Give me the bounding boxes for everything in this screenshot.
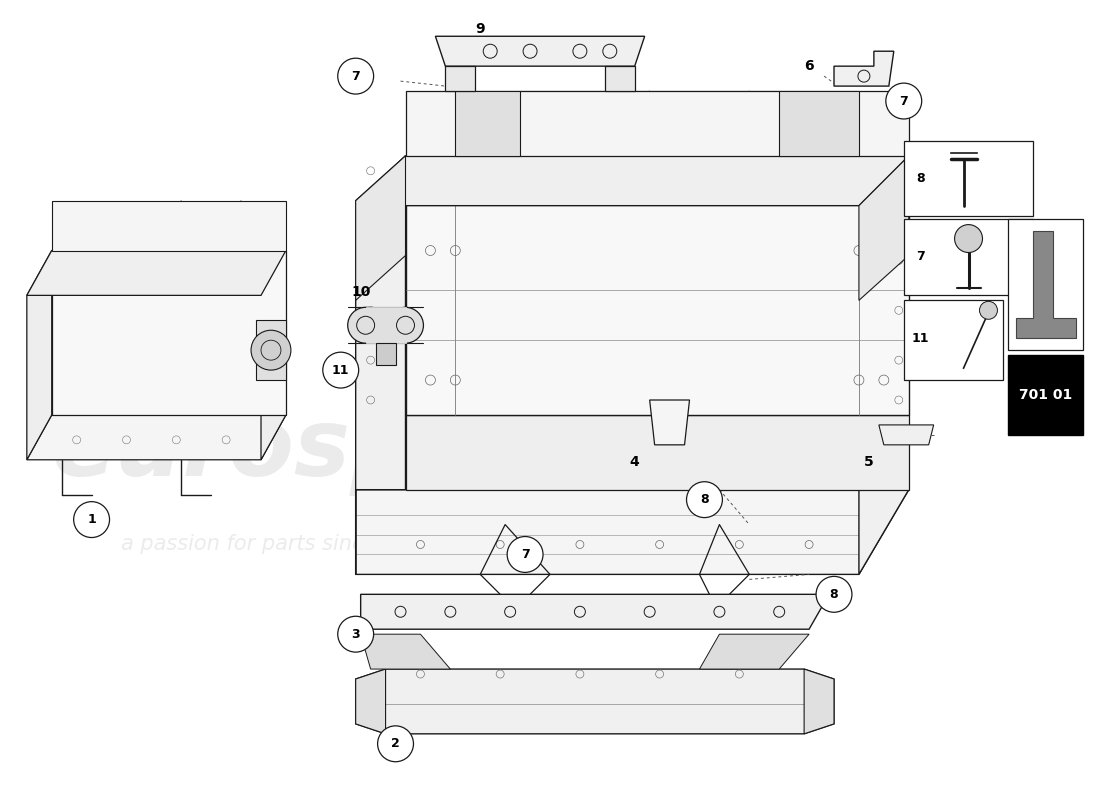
Text: 7: 7	[916, 250, 925, 263]
Polygon shape	[52, 250, 286, 415]
Text: 5: 5	[864, 454, 873, 469]
Polygon shape	[26, 250, 52, 460]
Polygon shape	[406, 156, 909, 415]
Text: 10: 10	[351, 286, 371, 299]
Text: 11: 11	[332, 364, 350, 377]
Polygon shape	[904, 218, 1033, 295]
Circle shape	[816, 576, 851, 612]
Text: 8: 8	[916, 172, 925, 186]
Text: 7: 7	[520, 548, 529, 561]
Text: 6: 6	[804, 59, 814, 73]
Polygon shape	[904, 141, 1033, 216]
Polygon shape	[355, 490, 909, 574]
Polygon shape	[361, 634, 450, 669]
Polygon shape	[26, 250, 286, 295]
Circle shape	[322, 352, 359, 388]
Polygon shape	[446, 66, 475, 91]
Circle shape	[955, 225, 982, 253]
Polygon shape	[355, 156, 406, 300]
Polygon shape	[455, 91, 520, 156]
Polygon shape	[605, 66, 635, 91]
Polygon shape	[1016, 230, 1076, 338]
Polygon shape	[406, 91, 909, 156]
Polygon shape	[256, 320, 286, 380]
Polygon shape	[261, 250, 286, 460]
Circle shape	[507, 537, 543, 572]
Polygon shape	[52, 201, 286, 250]
Polygon shape	[436, 36, 645, 66]
Polygon shape	[406, 415, 909, 490]
Circle shape	[348, 307, 384, 343]
Polygon shape	[26, 415, 286, 460]
Polygon shape	[355, 669, 386, 734]
Text: 11: 11	[912, 332, 930, 345]
Polygon shape	[879, 425, 934, 445]
Text: 7: 7	[351, 70, 360, 82]
Text: 2: 2	[392, 738, 400, 750]
Polygon shape	[355, 156, 406, 574]
Polygon shape	[859, 156, 909, 300]
Circle shape	[686, 482, 723, 518]
Polygon shape	[1009, 218, 1084, 350]
Polygon shape	[859, 156, 909, 574]
Polygon shape	[904, 300, 1003, 380]
Circle shape	[979, 302, 998, 319]
Text: eurospares: eurospares	[52, 404, 649, 496]
Text: 3: 3	[351, 628, 360, 641]
Circle shape	[74, 502, 110, 538]
Polygon shape	[804, 669, 834, 734]
Circle shape	[338, 616, 374, 652]
Polygon shape	[1009, 355, 1084, 435]
Polygon shape	[365, 307, 406, 343]
Text: 701 01: 701 01	[1019, 388, 1072, 402]
Text: 1: 1	[87, 513, 96, 526]
Polygon shape	[361, 594, 829, 630]
Text: a passion for parts since 1985: a passion for parts since 1985	[121, 534, 437, 554]
Polygon shape	[375, 343, 396, 365]
Text: 4: 4	[630, 454, 639, 469]
Circle shape	[387, 307, 424, 343]
Text: 8: 8	[829, 588, 838, 601]
Polygon shape	[779, 91, 859, 156]
Circle shape	[377, 726, 414, 762]
Polygon shape	[355, 156, 909, 206]
Text: 8: 8	[700, 493, 708, 506]
Circle shape	[338, 58, 374, 94]
Polygon shape	[834, 51, 894, 86]
Polygon shape	[355, 669, 834, 734]
Text: 9: 9	[475, 22, 485, 36]
Polygon shape	[700, 634, 810, 669]
Circle shape	[886, 83, 922, 119]
Text: 7: 7	[900, 94, 909, 107]
Circle shape	[251, 330, 290, 370]
Polygon shape	[650, 400, 690, 445]
